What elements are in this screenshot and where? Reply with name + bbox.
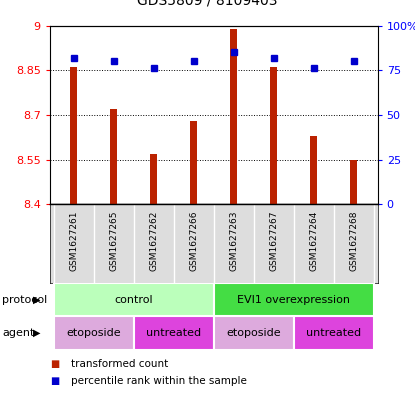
Bar xyxy=(310,136,317,204)
Text: etoposide: etoposide xyxy=(66,328,121,338)
Text: GSM1627267: GSM1627267 xyxy=(269,211,278,271)
Text: transformed count: transformed count xyxy=(71,358,168,369)
Text: GSM1627264: GSM1627264 xyxy=(309,211,318,271)
Text: ■: ■ xyxy=(50,376,59,386)
Text: protocol: protocol xyxy=(2,295,47,305)
Text: GSM1627263: GSM1627263 xyxy=(229,211,238,271)
Bar xyxy=(54,316,134,350)
Bar xyxy=(190,121,198,204)
Text: untreated: untreated xyxy=(146,328,201,338)
Text: percentile rank within the sample: percentile rank within the sample xyxy=(71,376,247,386)
Text: GSM1627268: GSM1627268 xyxy=(349,211,358,271)
Bar xyxy=(294,316,374,350)
Bar xyxy=(70,67,77,204)
Text: GSM1627262: GSM1627262 xyxy=(149,211,158,271)
Text: ■: ■ xyxy=(50,358,59,369)
Bar xyxy=(350,160,357,204)
Bar xyxy=(230,29,237,204)
Bar xyxy=(110,109,117,204)
Bar xyxy=(214,283,374,316)
Text: EVI1 overexpression: EVI1 overexpression xyxy=(237,295,350,305)
Text: GSM1627265: GSM1627265 xyxy=(109,211,118,271)
Text: etoposide: etoposide xyxy=(227,328,281,338)
Bar xyxy=(54,283,214,316)
Text: agent: agent xyxy=(2,328,34,338)
Text: GDS5809 / 8109403: GDS5809 / 8109403 xyxy=(137,0,278,8)
Bar xyxy=(150,154,157,204)
Text: GSM1627266: GSM1627266 xyxy=(189,211,198,271)
Bar xyxy=(134,316,214,350)
Text: ▶: ▶ xyxy=(33,328,41,338)
Bar xyxy=(214,316,294,350)
Bar xyxy=(270,67,277,204)
Text: untreated: untreated xyxy=(306,328,361,338)
Text: ▶: ▶ xyxy=(33,295,41,305)
Text: GSM1627261: GSM1627261 xyxy=(69,211,78,271)
Text: control: control xyxy=(115,295,153,305)
